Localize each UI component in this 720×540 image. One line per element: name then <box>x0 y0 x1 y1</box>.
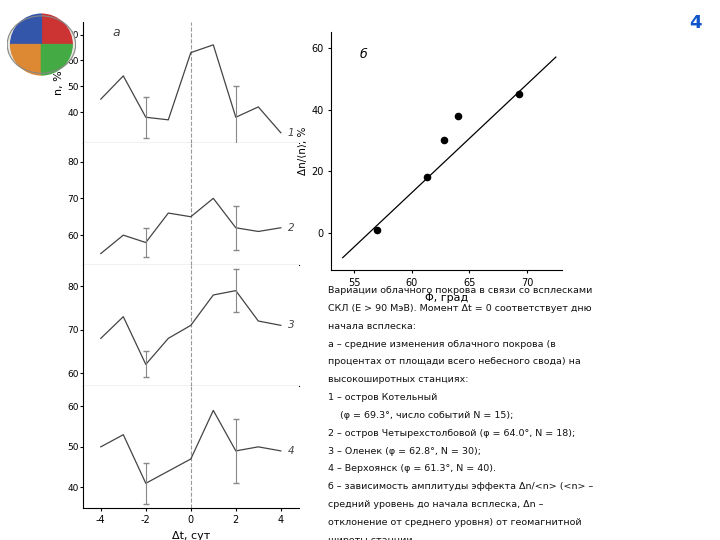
Text: отклонение от среднего уровня) от геомагнитной: отклонение от среднего уровня) от геомаг… <box>328 518 581 527</box>
Point <box>452 111 464 120</box>
Text: 2 – остров Четырехстолбовой (φ = 64.0°, N = 18);: 2 – остров Четырехстолбовой (φ = 64.0°, … <box>328 429 575 438</box>
Text: средний уровень до начала всплеска, Δn –: средний уровень до начала всплеска, Δn – <box>328 500 543 509</box>
Y-axis label: n, %: n, % <box>54 70 64 94</box>
Point <box>372 226 383 234</box>
Text: 3 – Оленек (φ = 62.8°, N = 30);: 3 – Оленек (φ = 62.8°, N = 30); <box>328 447 481 456</box>
X-axis label: Φ, град: Φ, град <box>425 293 468 303</box>
Text: 1 – остров Котельный: 1 – остров Котельный <box>328 393 437 402</box>
Wedge shape <box>11 44 42 75</box>
Y-axis label: Δn/⟨n⟩, %: Δn/⟨n⟩, % <box>298 127 308 176</box>
Text: (φ = 69.3°, число событий N = 15);: (φ = 69.3°, число событий N = 15); <box>328 411 513 420</box>
Point <box>421 173 433 182</box>
Text: а – средние изменения облачного покрова (в: а – средние изменения облачного покрова … <box>328 340 555 349</box>
Text: широты станции.: широты станции. <box>328 536 415 540</box>
Text: б – зависимость амплитуды эффекта Δn/<n> (<n> –: б – зависимость амплитуды эффекта Δn/<n>… <box>328 482 593 491</box>
Text: высокоширотных станциях:: высокоширотных станциях: <box>328 375 468 384</box>
Point <box>438 136 450 145</box>
X-axis label: Δt, сут: Δt, сут <box>171 531 210 540</box>
Text: 4 – Верхоянск (φ = 61.3°, N = 40).: 4 – Верхоянск (φ = 61.3°, N = 40). <box>328 464 495 474</box>
Wedge shape <box>42 14 72 45</box>
Text: 4: 4 <box>690 14 702 31</box>
Point <box>513 90 525 98</box>
Text: а: а <box>112 26 120 39</box>
Text: начала всплеска:: начала всплеска: <box>328 322 415 331</box>
Text: 1: 1 <box>287 128 294 138</box>
Ellipse shape <box>7 16 76 73</box>
Text: процентах от площади всего небесного свода) на: процентах от площади всего небесного сво… <box>328 357 580 367</box>
Text: Вариации облачного покрова в связи со всплесками: Вариации облачного покрова в связи со вс… <box>328 286 592 295</box>
Text: 3: 3 <box>287 320 294 330</box>
Text: СКЛ (E > 90 МэВ). Момент Δt = 0 соответствует дню: СКЛ (E > 90 МэВ). Момент Δt = 0 соответс… <box>328 304 591 313</box>
Wedge shape <box>41 44 72 75</box>
Text: б: б <box>360 48 368 61</box>
Wedge shape <box>11 14 42 44</box>
Text: 2: 2 <box>287 223 294 233</box>
Text: 4: 4 <box>287 446 294 456</box>
